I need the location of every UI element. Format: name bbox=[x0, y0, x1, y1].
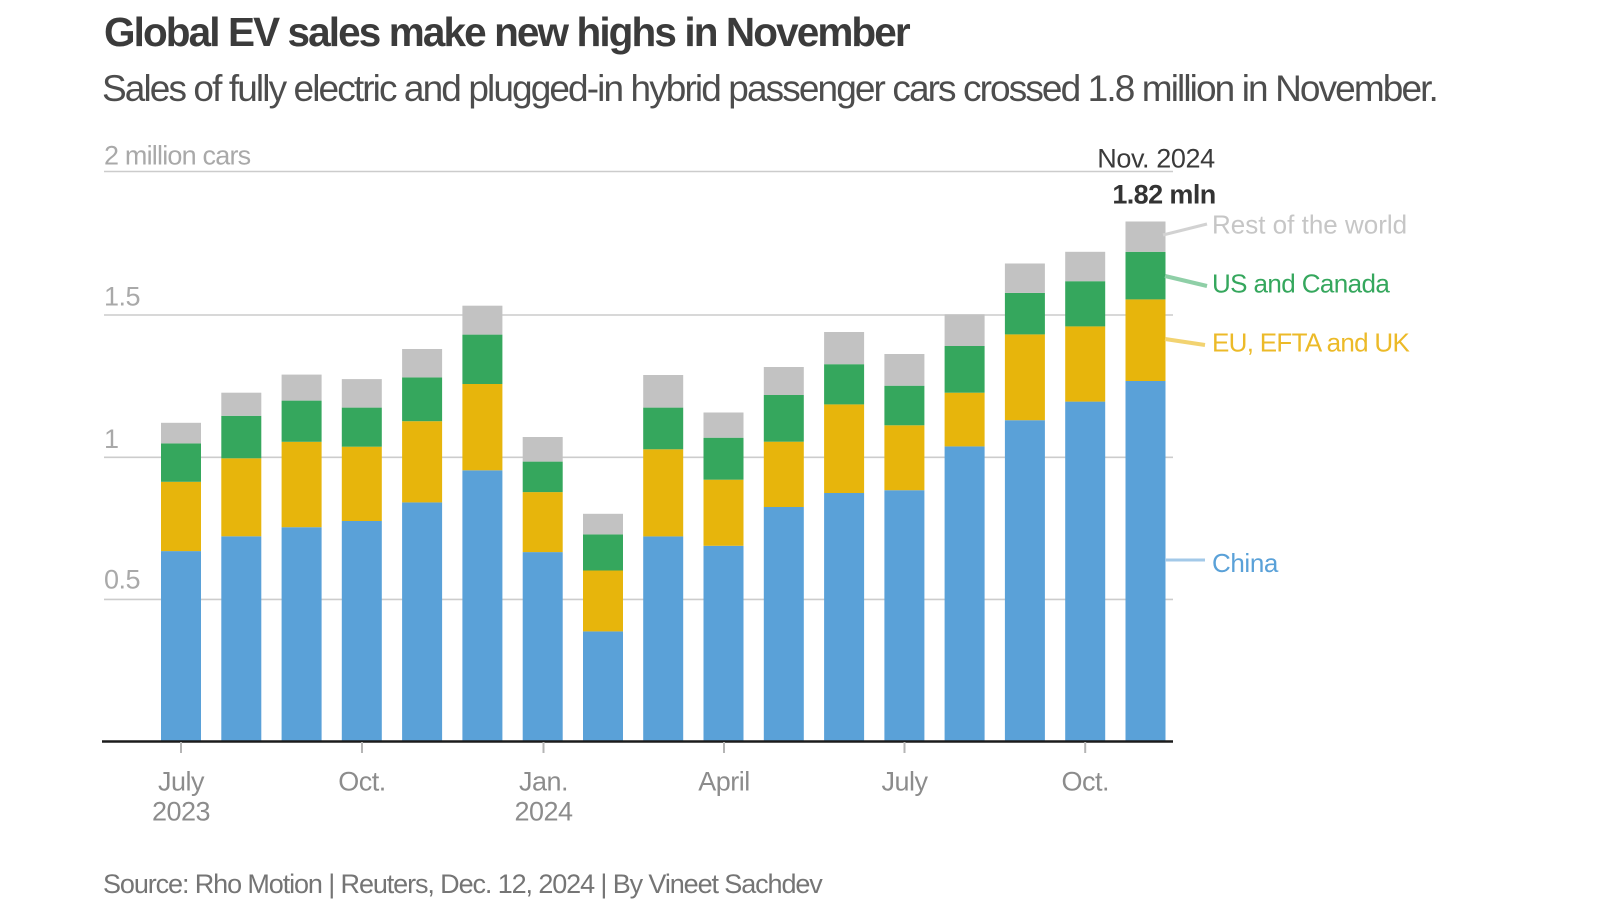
svg-text:US and Canada: US and Canada bbox=[1212, 269, 1390, 299]
svg-text:July: July bbox=[158, 767, 205, 797]
svg-text:Global EV sales make new highs: Global EV sales make new highs in Novemb… bbox=[104, 9, 911, 55]
svg-text:Oct.: Oct. bbox=[1061, 767, 1109, 797]
svg-text:EU, EFTA and UK: EU, EFTA and UK bbox=[1212, 328, 1410, 358]
svg-text:April: April bbox=[698, 767, 750, 797]
svg-text:0.5: 0.5 bbox=[104, 565, 140, 595]
svg-text:Sales of fully electric and pl: Sales of fully electric and plugged-in h… bbox=[102, 68, 1437, 109]
svg-text:China: China bbox=[1212, 548, 1279, 578]
svg-text:2024: 2024 bbox=[514, 797, 573, 827]
svg-text:Jan.: Jan. bbox=[519, 767, 568, 797]
svg-text:Oct.: Oct. bbox=[338, 767, 386, 797]
svg-text:1.82 mln: 1.82 mln bbox=[1112, 180, 1215, 210]
svg-text:2 million cars: 2 million cars bbox=[104, 141, 251, 171]
svg-text:1.5: 1.5 bbox=[104, 282, 140, 312]
svg-text:Nov. 2024: Nov. 2024 bbox=[1097, 144, 1215, 174]
svg-text:Rest of the world: Rest of the world bbox=[1212, 210, 1407, 240]
svg-text:1: 1 bbox=[104, 424, 119, 454]
svg-text:2023: 2023 bbox=[152, 797, 210, 827]
svg-text:Source: Rho Motion | Reuters,: Source: Rho Motion | Reuters, Dec. 12, 2… bbox=[103, 869, 823, 899]
svg-text:July: July bbox=[881, 767, 928, 797]
